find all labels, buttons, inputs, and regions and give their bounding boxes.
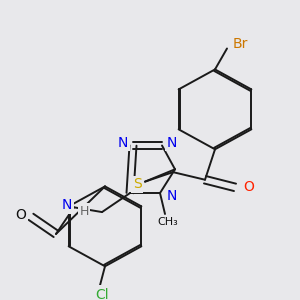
Text: N: N xyxy=(167,189,177,203)
Text: S: S xyxy=(133,178,141,191)
Text: Cl: Cl xyxy=(95,288,109,300)
Text: N: N xyxy=(118,136,128,150)
Text: H: H xyxy=(79,205,89,218)
Text: Br: Br xyxy=(232,37,248,51)
Text: N: N xyxy=(62,198,72,212)
Text: N: N xyxy=(167,136,177,150)
Text: CH₃: CH₃ xyxy=(158,217,178,226)
Text: O: O xyxy=(16,208,26,222)
Text: O: O xyxy=(244,180,254,194)
